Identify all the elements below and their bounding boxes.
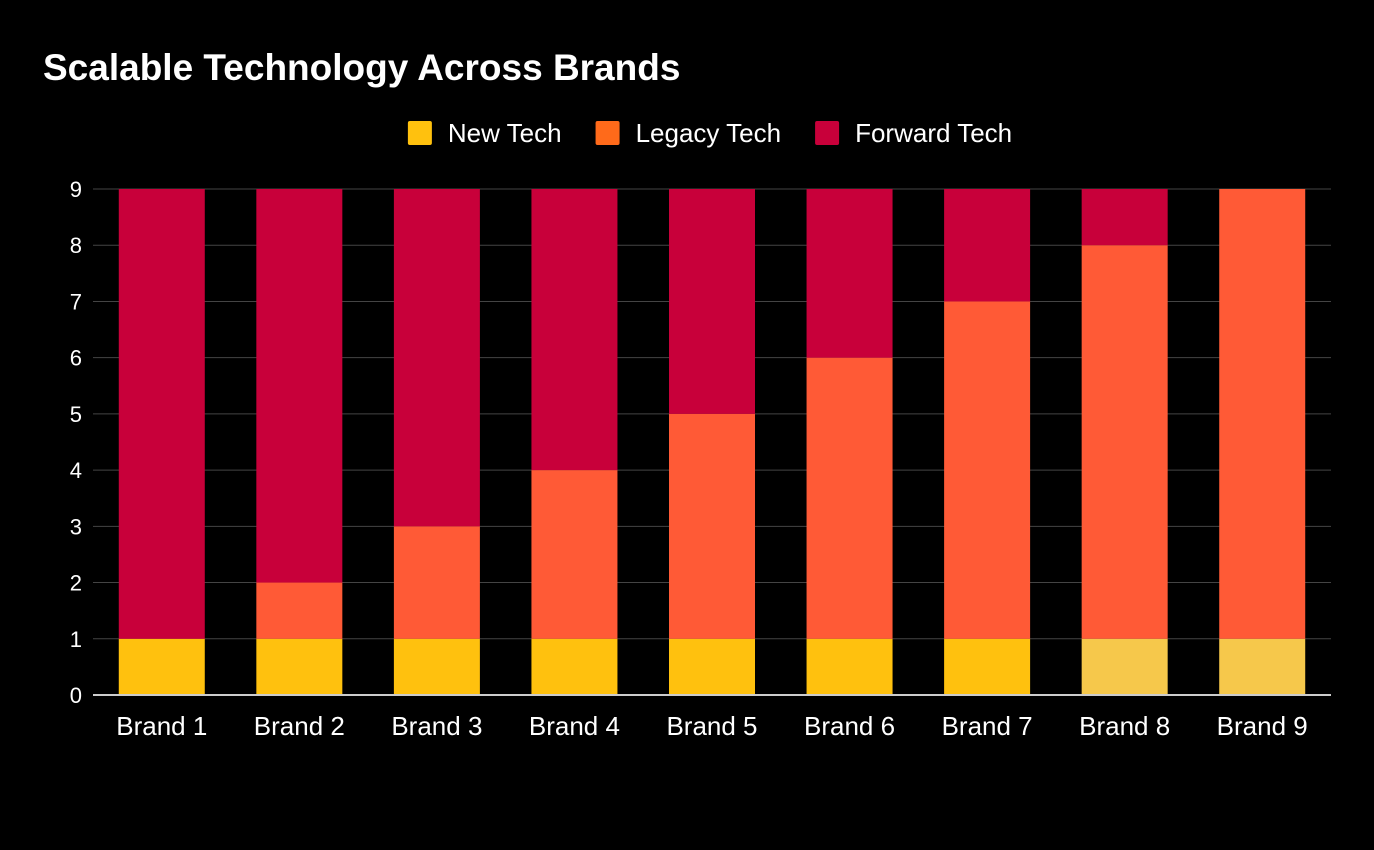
y-tick-label: 3 — [70, 514, 82, 539]
bar-legacy-tech-brand-9 — [1219, 189, 1306, 639]
bar-legacy-tech-brand-8 — [1081, 245, 1168, 639]
legend-item-forward-tech: Forward Tech — [815, 118, 1012, 148]
bar-legacy-tech-brand-2 — [256, 582, 343, 639]
y-axis-ticks: 0 1 2 3 4 5 6 7 8 9 — [70, 177, 82, 708]
x-tick-label: Brand 3 — [391, 711, 482, 741]
y-tick-label: 9 — [70, 177, 82, 202]
x-tick-label: Brand 9 — [1217, 711, 1308, 741]
y-tick-label: 6 — [70, 346, 82, 371]
bars — [118, 189, 1306, 695]
bar-forward-tech-brand-2 — [256, 189, 343, 583]
x-tick-label: Brand 7 — [942, 711, 1033, 741]
bar-legacy-tech-brand-7 — [944, 301, 1031, 639]
legend-label: Legacy Tech — [636, 118, 782, 148]
bar-forward-tech-brand-4 — [531, 189, 618, 471]
x-tick-label: Brand 4 — [529, 711, 620, 741]
legend-item-legacy-tech: Legacy Tech — [595, 118, 782, 148]
legend: New Tech Legacy Tech Forward Tech — [407, 118, 1012, 148]
bar-forward-tech-brand-1 — [118, 189, 205, 639]
bar-forward-tech-brand-6 — [806, 189, 893, 358]
bar-new-tech-brand-6 — [806, 638, 893, 695]
bar-forward-tech-brand-8 — [1081, 189, 1168, 246]
legend-swatch-legacy-tech — [595, 121, 620, 145]
bar-new-tech-brand-7 — [944, 638, 1031, 695]
bar-legacy-tech-brand-4 — [531, 470, 618, 639]
bar-new-tech-brand-4 — [531, 638, 618, 695]
x-tick-label: Brand 1 — [116, 711, 207, 741]
y-tick-label: 0 — [70, 683, 82, 708]
chart-title: Scalable Technology Across Brands — [43, 47, 680, 88]
bar-new-tech-brand-2 — [256, 638, 343, 695]
bar-forward-tech-brand-5 — [669, 189, 755, 414]
bar-forward-tech-brand-3 — [393, 189, 480, 527]
bar-legacy-tech-brand-3 — [393, 526, 480, 639]
bar-new-tech-brand-1 — [118, 638, 205, 695]
y-tick-label: 4 — [70, 458, 82, 483]
bar-new-tech-brand-3 — [393, 638, 480, 695]
legend-swatch-forward-tech — [815, 121, 840, 145]
x-axis-labels: Brand 1 Brand 2 Brand 3 Brand 4 Brand 5 Brand… — [116, 711, 1308, 741]
y-tick-label: 8 — [70, 233, 82, 258]
y-tick-label: 7 — [70, 289, 82, 314]
bar-new-tech-brand-9 — [1219, 638, 1306, 695]
bar-new-tech-brand-5 — [669, 638, 755, 695]
x-tick-label: Brand 5 — [666, 711, 757, 741]
bar-forward-tech-brand-7 — [944, 189, 1031, 302]
y-tick-label: 2 — [70, 571, 82, 596]
bar-new-tech-brand-8 — [1081, 638, 1168, 695]
legend-label: Forward Tech — [855, 118, 1012, 148]
x-tick-label: Brand 2 — [254, 711, 345, 741]
x-tick-label: Brand 6 — [804, 711, 895, 741]
legend-item-new-tech: New Tech — [407, 118, 562, 148]
legend-label: New Tech — [448, 118, 562, 148]
bar-legacy-tech-brand-5 — [669, 413, 755, 639]
y-tick-label: 1 — [70, 627, 82, 652]
y-tick-label: 5 — [70, 402, 82, 427]
bar-legacy-tech-brand-6 — [806, 357, 893, 639]
x-tick-label: Brand 8 — [1079, 711, 1170, 741]
legend-swatch-new-tech — [407, 121, 432, 145]
